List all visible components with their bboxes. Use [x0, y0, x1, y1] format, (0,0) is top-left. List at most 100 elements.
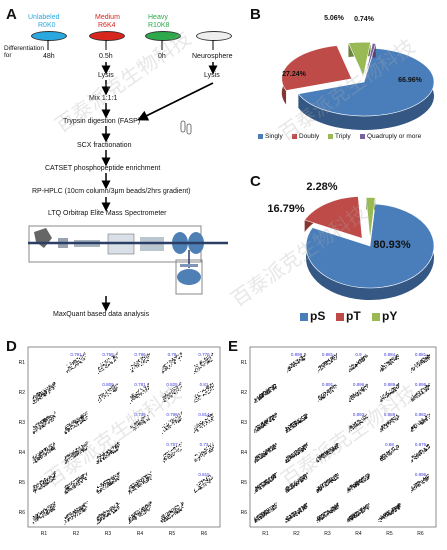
rphplc-step: RP-HPLC (10cm column/3μm beads/2hrs grad… [32, 188, 191, 195]
scatter-cell [193, 413, 214, 433]
medium-label: Medium [95, 14, 120, 21]
scatter-cell [162, 382, 182, 403]
column-label: R2 [73, 531, 80, 537]
column-label: R6 [417, 531, 424, 537]
correlation-value: 0.791 [70, 352, 82, 357]
correlation-value: 0.896 [353, 382, 365, 387]
scatter-cell [96, 471, 120, 494]
column-label: R4 [137, 531, 144, 537]
scatter-cell [32, 442, 56, 464]
column-label: R1 [262, 531, 269, 537]
correlation-value: 0.9 [355, 352, 362, 357]
neurosphere-label: Neurosphere [192, 53, 233, 60]
scatter-cell [66, 352, 86, 374]
pie-slice [364, 43, 377, 78]
pie-slice [365, 197, 376, 240]
correlation-value: 0.891 [322, 382, 334, 387]
scatter-cell [348, 354, 368, 373]
legend-label: pT [346, 309, 361, 323]
legend-label: Doubly [299, 133, 320, 140]
scatter-cell [411, 444, 431, 463]
lysis-left: Lysis [98, 72, 114, 79]
correlation-value: 0.825 [166, 382, 178, 387]
scx-step: SCX fractionation [77, 142, 132, 149]
correlation-value: 0.78 [168, 352, 177, 357]
legend-label: pS [310, 309, 325, 323]
scatter-cell [129, 382, 150, 405]
pie-data-label: 66.96% [398, 77, 423, 84]
row-label: R1 [241, 360, 248, 366]
scatter-cell [316, 473, 339, 493]
legend-label: Quadruply or more [367, 133, 422, 140]
scatter-cell [32, 381, 56, 405]
scatter-cell [162, 411, 183, 434]
scatter-matrix-d: 0.791 0.769 0.796 0.78 0.776 0.809 0.781 0.825 0… [19, 346, 221, 537]
scatter-cell [32, 471, 56, 494]
pie-slice [347, 41, 371, 78]
scatter-cell [285, 502, 308, 523]
correlation-value: 0.776 [198, 352, 210, 357]
pie-slice [305, 203, 435, 289]
pie-slice [281, 45, 353, 91]
differentiation-label: Differentiation for [4, 45, 44, 59]
scatter-cell [130, 411, 151, 431]
pie-slice [297, 48, 435, 117]
scatter-cell [285, 472, 308, 493]
legend-swatch [292, 134, 297, 139]
correlation-value: 0.81 [200, 382, 209, 387]
scatter-cell [254, 383, 277, 404]
maxquant-step: MaxQuant based data analysis [53, 311, 150, 318]
row-label: R2 [241, 390, 248, 396]
scatter-cell [380, 414, 400, 433]
legend-label: Triply [335, 133, 351, 140]
scatter-cell [194, 382, 214, 403]
row-label: R3 [241, 420, 248, 426]
panel-label-c: C [250, 173, 261, 190]
mass-spec-schematic [28, 225, 228, 295]
scatter-matrix-e: 0.899 0.881 0.9 0.884 0.881 0.891 0.896 0.889 0.… [241, 346, 437, 537]
unlabeled-sub: R0K0 [38, 22, 56, 29]
column-label: R2 [293, 531, 300, 537]
scatter-cell [317, 384, 338, 402]
correlation-value: 0.769 [102, 352, 114, 357]
correlation-value: 0.73 [200, 442, 209, 447]
correlation-value: 0.88 [385, 442, 394, 447]
correlation-value: 0.889 [384, 382, 396, 387]
row-label: R5 [19, 480, 26, 486]
pie-data-label: 16.79% [267, 203, 305, 215]
workflow-arrows [47, 40, 218, 312]
scatter-cell [318, 353, 338, 373]
correlation-value: 0.881 [415, 352, 427, 357]
correlation-value: 0.796 [166, 412, 178, 417]
correlation-value: 0.895 [415, 382, 427, 387]
scatter-cell [98, 351, 118, 374]
scatter-cell [64, 501, 88, 525]
dish-neurosphere [196, 31, 232, 41]
scatter-cell [162, 441, 183, 463]
legend-swatch [300, 313, 308, 321]
scatter-cell [128, 471, 152, 495]
row-label: R1 [19, 360, 26, 366]
correlation-value: 0.739 [134, 412, 146, 417]
correlation-value: 0.876 [415, 442, 427, 447]
ltq-step: LTQ Orbitrap Elite Mass Spectrometer [48, 210, 167, 217]
scatter-cell [347, 503, 370, 523]
scatter-cell [254, 502, 277, 523]
row-label: R4 [241, 450, 248, 456]
scatter-cell [254, 443, 277, 464]
catset-step: CATSET phosphopeptide enrichment [45, 165, 161, 172]
matrix-frame [249, 346, 437, 528]
pie-chart-c: 80.93% 16.79%2.28% pS pT pY [267, 181, 435, 323]
pie-data-label: 0.74% [354, 16, 375, 23]
row-label: R2 [19, 390, 26, 396]
scatter-cell [160, 502, 184, 523]
legend-swatch [328, 134, 333, 139]
scatter-cell [254, 472, 277, 494]
scatter-cell [379, 383, 400, 402]
scatter-cell [285, 413, 308, 434]
legend-swatch [336, 313, 344, 321]
scatter-cell [194, 474, 213, 494]
correlation-value: 0.809 [102, 382, 114, 387]
scatter-cell [96, 441, 120, 465]
time-48h: 48h [43, 53, 55, 60]
